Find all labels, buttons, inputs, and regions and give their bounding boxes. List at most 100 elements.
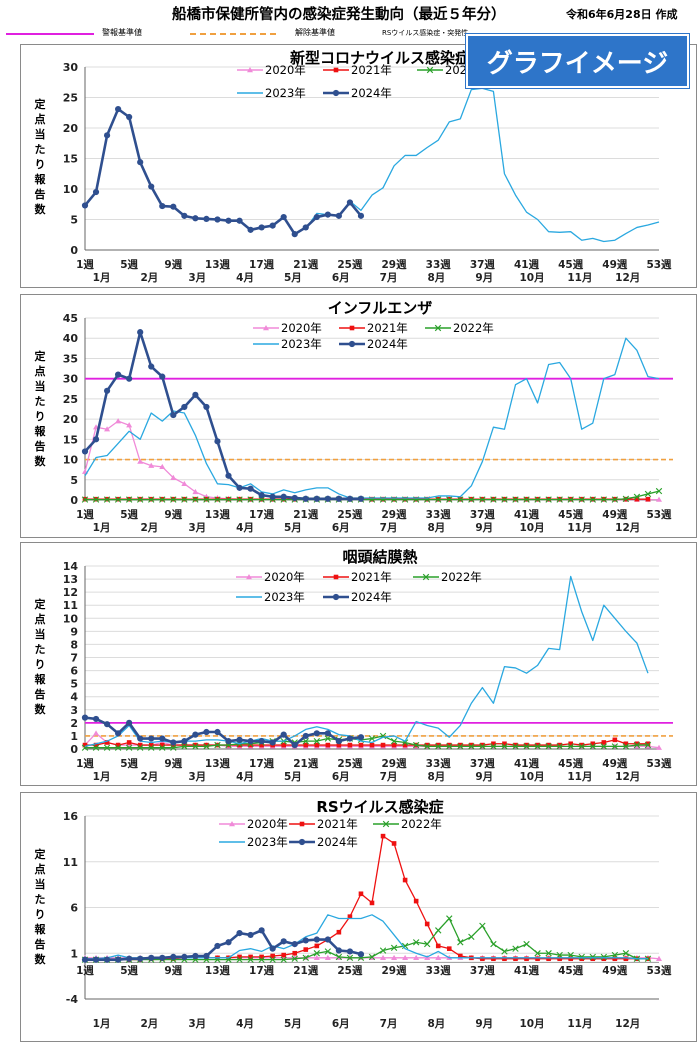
influenza-x-week-tick-0: 1週 — [76, 509, 94, 521]
pharyngoconjunctival-series-2-point-10-b — [192, 743, 199, 750]
rsv-series-4-point-22 — [324, 936, 331, 943]
pharyngoconjunctival-x-week-tick-3: 13週 — [205, 758, 231, 770]
pharyngoconjunctival-series-2-point-10 — [192, 743, 199, 750]
rsv-x-week-tick-12: 49週 — [602, 965, 628, 977]
rsv-x-month-tick-5: 6月 — [332, 1018, 350, 1030]
rsv-series-2-point-19 — [291, 955, 298, 962]
pharyngoconjunctival-series-1-point-18 — [281, 742, 286, 748]
pharyngoconjunctival-x-month-tick-9: 10月 — [519, 771, 544, 783]
pharyngoconjunctival-series-1-point-21 — [314, 742, 320, 748]
rsv-series-0-point-27 — [380, 954, 387, 961]
covid-series-1-point-19 — [291, 231, 298, 238]
influenza-y-tick-6: 30 — [63, 373, 79, 386]
influenza-x-week-tick-6: 25週 — [337, 509, 363, 521]
influenza-series-1-point-50 — [634, 496, 640, 502]
covid-y-tick-5: 25 — [63, 92, 78, 105]
covid-x-month-tick-10: 11月 — [567, 272, 592, 284]
pharyngoconjunctival-legend-label-3: 2023年 — [264, 590, 305, 604]
rsv-x-month-tick-1: 2月 — [140, 1018, 158, 1030]
influenza-x-week-tick-2: 9週 — [164, 509, 182, 521]
influenza-series-0-point-8 — [170, 474, 177, 480]
covid-chart-title: 新型コロナウイルス感染症 — [290, 49, 470, 67]
covid-series-1-point-23 — [335, 212, 342, 219]
influenza-y-tick-9: 45 — [63, 312, 78, 325]
influenza-series-2-point-39 — [512, 496, 519, 503]
pharyngoconjunctival-series-2-point-33-b — [446, 743, 453, 750]
influenza-series-2-point-44 — [567, 496, 574, 503]
influenza-series-0-point-52 — [656, 496, 662, 502]
pharyngoconjunctival-series-2-point-40 — [523, 743, 530, 750]
pharyngoconjunctival-series-1-point-40 — [524, 742, 529, 748]
influenza-series-4-point-25 — [357, 495, 365, 502]
rsv-series-2-point-26 — [368, 953, 376, 961]
rsv-series-1-point-40 — [524, 956, 529, 962]
influenza-series-2-point-11-b — [203, 496, 210, 503]
influenza-legend-marker-0 — [263, 325, 269, 331]
rsv-series-1-point-42 — [546, 956, 551, 962]
rsv-series-2-point-13-b — [225, 956, 232, 963]
rsv-series-0-point-21 — [313, 954, 320, 961]
rsv-legend-marker-2-b — [382, 820, 390, 828]
rsv-legend-label-3: 2023年 — [247, 835, 288, 849]
pharyngoconjunctival-x-week-tick-9: 37週 — [470, 758, 496, 770]
covid-y-tick-1: 5 — [70, 214, 78, 227]
pharyngoconjunctival-series-2-point-1 — [92, 744, 100, 751]
pharyngoconjunctival-series-2-point-41 — [534, 743, 541, 750]
influenza-series-2-point-4-b — [125, 496, 133, 503]
rsv-series-4 — [81, 927, 365, 963]
rsv-series-2-point-43 — [556, 951, 563, 959]
pharyngoconjunctival-series-2-point-2 — [103, 744, 111, 751]
covid-series-1-point-18 — [280, 213, 287, 221]
rsv-series-2-point-34 — [457, 939, 464, 946]
rsv-series-2-point-22 — [324, 948, 332, 955]
influenza-series-4-point-11 — [203, 403, 210, 411]
rsv-series-4-point-9 — [181, 953, 188, 961]
influenza-series-2-point-42 — [545, 496, 552, 503]
rsv-series-4-point-1 — [92, 956, 100, 963]
rsv-series-4-point-17 — [269, 945, 276, 952]
rsv-series-1-point-17 — [270, 953, 275, 959]
influenza-series-2-point-36 — [479, 496, 486, 503]
influenza-series-2-point-34-b — [457, 496, 464, 503]
pharyngoconjunctival-series-1-point-35 — [469, 742, 474, 748]
influenza-series-2-point-0-b — [81, 496, 89, 503]
pharyngoconjunctival-y-tick-2: 2 — [70, 717, 78, 730]
covid-x-month-tick-3: 4月 — [236, 272, 254, 284]
influenza-series-2-point-3-b — [114, 496, 122, 503]
pharyngoconjunctival-series-2-point-3-b — [114, 744, 122, 751]
influenza-series-2-point-42-b — [545, 496, 552, 503]
pharyngoconjunctival-y-tick-4: 4 — [70, 691, 78, 704]
influenza-series-2-point-51-b — [644, 490, 652, 498]
rsv-series-2-point-47 — [600, 953, 607, 961]
covid-x-week-tick-11: 45週 — [558, 259, 584, 271]
covid-x-month-tick-2: 3月 — [188, 272, 206, 284]
rsv-x-week-tick-7: 29週 — [382, 965, 408, 977]
rsv-series-1-point-46 — [590, 956, 596, 962]
covid-legend-label-4: 2024年 — [351, 86, 392, 100]
rsv-series-2-point-14-b — [236, 956, 243, 963]
pharyngoconjunctival-series-2-point-32 — [435, 743, 442, 750]
pharyngoconjunctival-series-1-point-6 — [148, 742, 154, 748]
pharyngoconjunctival-series-2-point-4-b — [125, 744, 133, 751]
page-header: 船橋市保健所管内の感染症発生動向（最近５年分） 令和6年6月28日 作成 警報基… — [0, 0, 700, 40]
covid-series-1-point-10 — [192, 215, 199, 222]
covid-legend-label-0: 2020年 — [265, 63, 306, 77]
rsv-series-2-point-34-b — [457, 939, 464, 946]
pharyngoconjunctival-series-0-point-52 — [656, 744, 662, 750]
pharyngoconjunctival-series-4-point-4 — [126, 719, 133, 726]
covid-x-month-tick-0: 1月 — [93, 272, 111, 284]
pharyngoconjunctival-legend-marker-1 — [333, 574, 339, 580]
pharyngoconjunctival-series-2-point-33 — [446, 743, 453, 750]
rsv-series-4-point-20 — [302, 937, 309, 944]
pharyngoconjunctival-series-1-point-4 — [126, 740, 132, 745]
rsv-x-month-tick-7: 8月 — [427, 1018, 445, 1030]
covid-series-1-point-13 — [225, 217, 232, 224]
influenza-series-2-point-51 — [644, 490, 652, 498]
rsv-series-2-point-42-b — [545, 950, 552, 957]
covid-x-month-tick-6: 7月 — [380, 272, 398, 284]
rsv-series-2-point-15 — [247, 956, 254, 963]
influenza-y-tick-0: 0 — [70, 494, 78, 507]
influenza-series-4-point-13 — [225, 472, 232, 479]
